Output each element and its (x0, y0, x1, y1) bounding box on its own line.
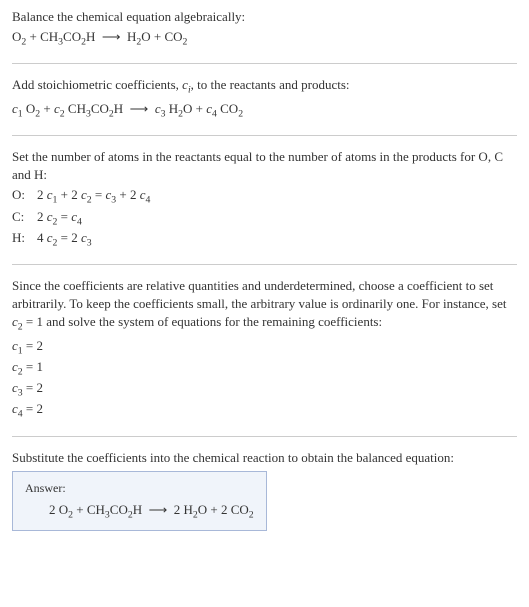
divider-3 (12, 264, 517, 265)
table-row: H: 4 c2 = 2 c3 (12, 229, 156, 250)
section-solve: Since the coefficients are relative quan… (12, 277, 517, 422)
element-equation-table: O: 2 c1 + 2 c2 = c3 + 2 c4 C: 2 c2 = c4 … (12, 186, 156, 250)
intro-text: Substitute the coefficients into the che… (12, 449, 517, 467)
coefficient-equation: c1 O2 + c2 CH3CO2H ⟶ c3 H2O + c4 CO2 (12, 100, 517, 121)
table-row: C: 2 c2 = c4 (12, 208, 156, 229)
coefficient-value: c4 = 2 (12, 400, 517, 421)
answer-label: Answer: (25, 480, 254, 497)
coefficient-value: c1 = 2 (12, 337, 517, 358)
intro-text: Set the number of atoms in the reactants… (12, 148, 517, 184)
coefficient-value: c2 = 1 (12, 358, 517, 379)
element-equation: 2 c2 = c4 (37, 208, 156, 229)
table-row: O: 2 c1 + 2 c2 = c3 + 2 c4 (12, 186, 156, 207)
element-equation: 2 c1 + 2 c2 = c3 + 2 c4 (37, 186, 156, 207)
divider-1 (12, 63, 517, 64)
intro-text: Since the coefficients are relative quan… (12, 277, 517, 335)
balanced-equation: 2 O2 + CH3CO2H ⟶ 2 H2O + 2 CO2 (25, 501, 254, 522)
unbalanced-equation: O2 + CH3CO2H ⟶ H2O + CO2 (12, 28, 517, 49)
section-atom-equations: Set the number of atoms in the reactants… (12, 148, 517, 250)
section-balance-intro: Balance the chemical equation algebraica… (12, 8, 517, 49)
element-label: C: (12, 208, 37, 229)
section-answer: Substitute the coefficients into the che… (12, 449, 517, 531)
divider-2 (12, 135, 517, 136)
intro-text: Balance the chemical equation algebraica… (12, 8, 517, 26)
coefficient-value: c3 = 2 (12, 379, 517, 400)
element-label: O: (12, 186, 37, 207)
divider-4 (12, 436, 517, 437)
element-equation: 4 c2 = 2 c3 (37, 229, 156, 250)
section-add-coefficients: Add stoichiometric coefficients, ci, to … (12, 76, 517, 120)
answer-box: Answer: 2 O2 + CH3CO2H ⟶ 2 H2O + 2 CO2 (12, 471, 267, 531)
intro-text: Add stoichiometric coefficients, ci, to … (12, 76, 517, 97)
element-label: H: (12, 229, 37, 250)
coefficient-list: c1 = 2 c2 = 1 c3 = 2 c4 = 2 (12, 337, 517, 422)
